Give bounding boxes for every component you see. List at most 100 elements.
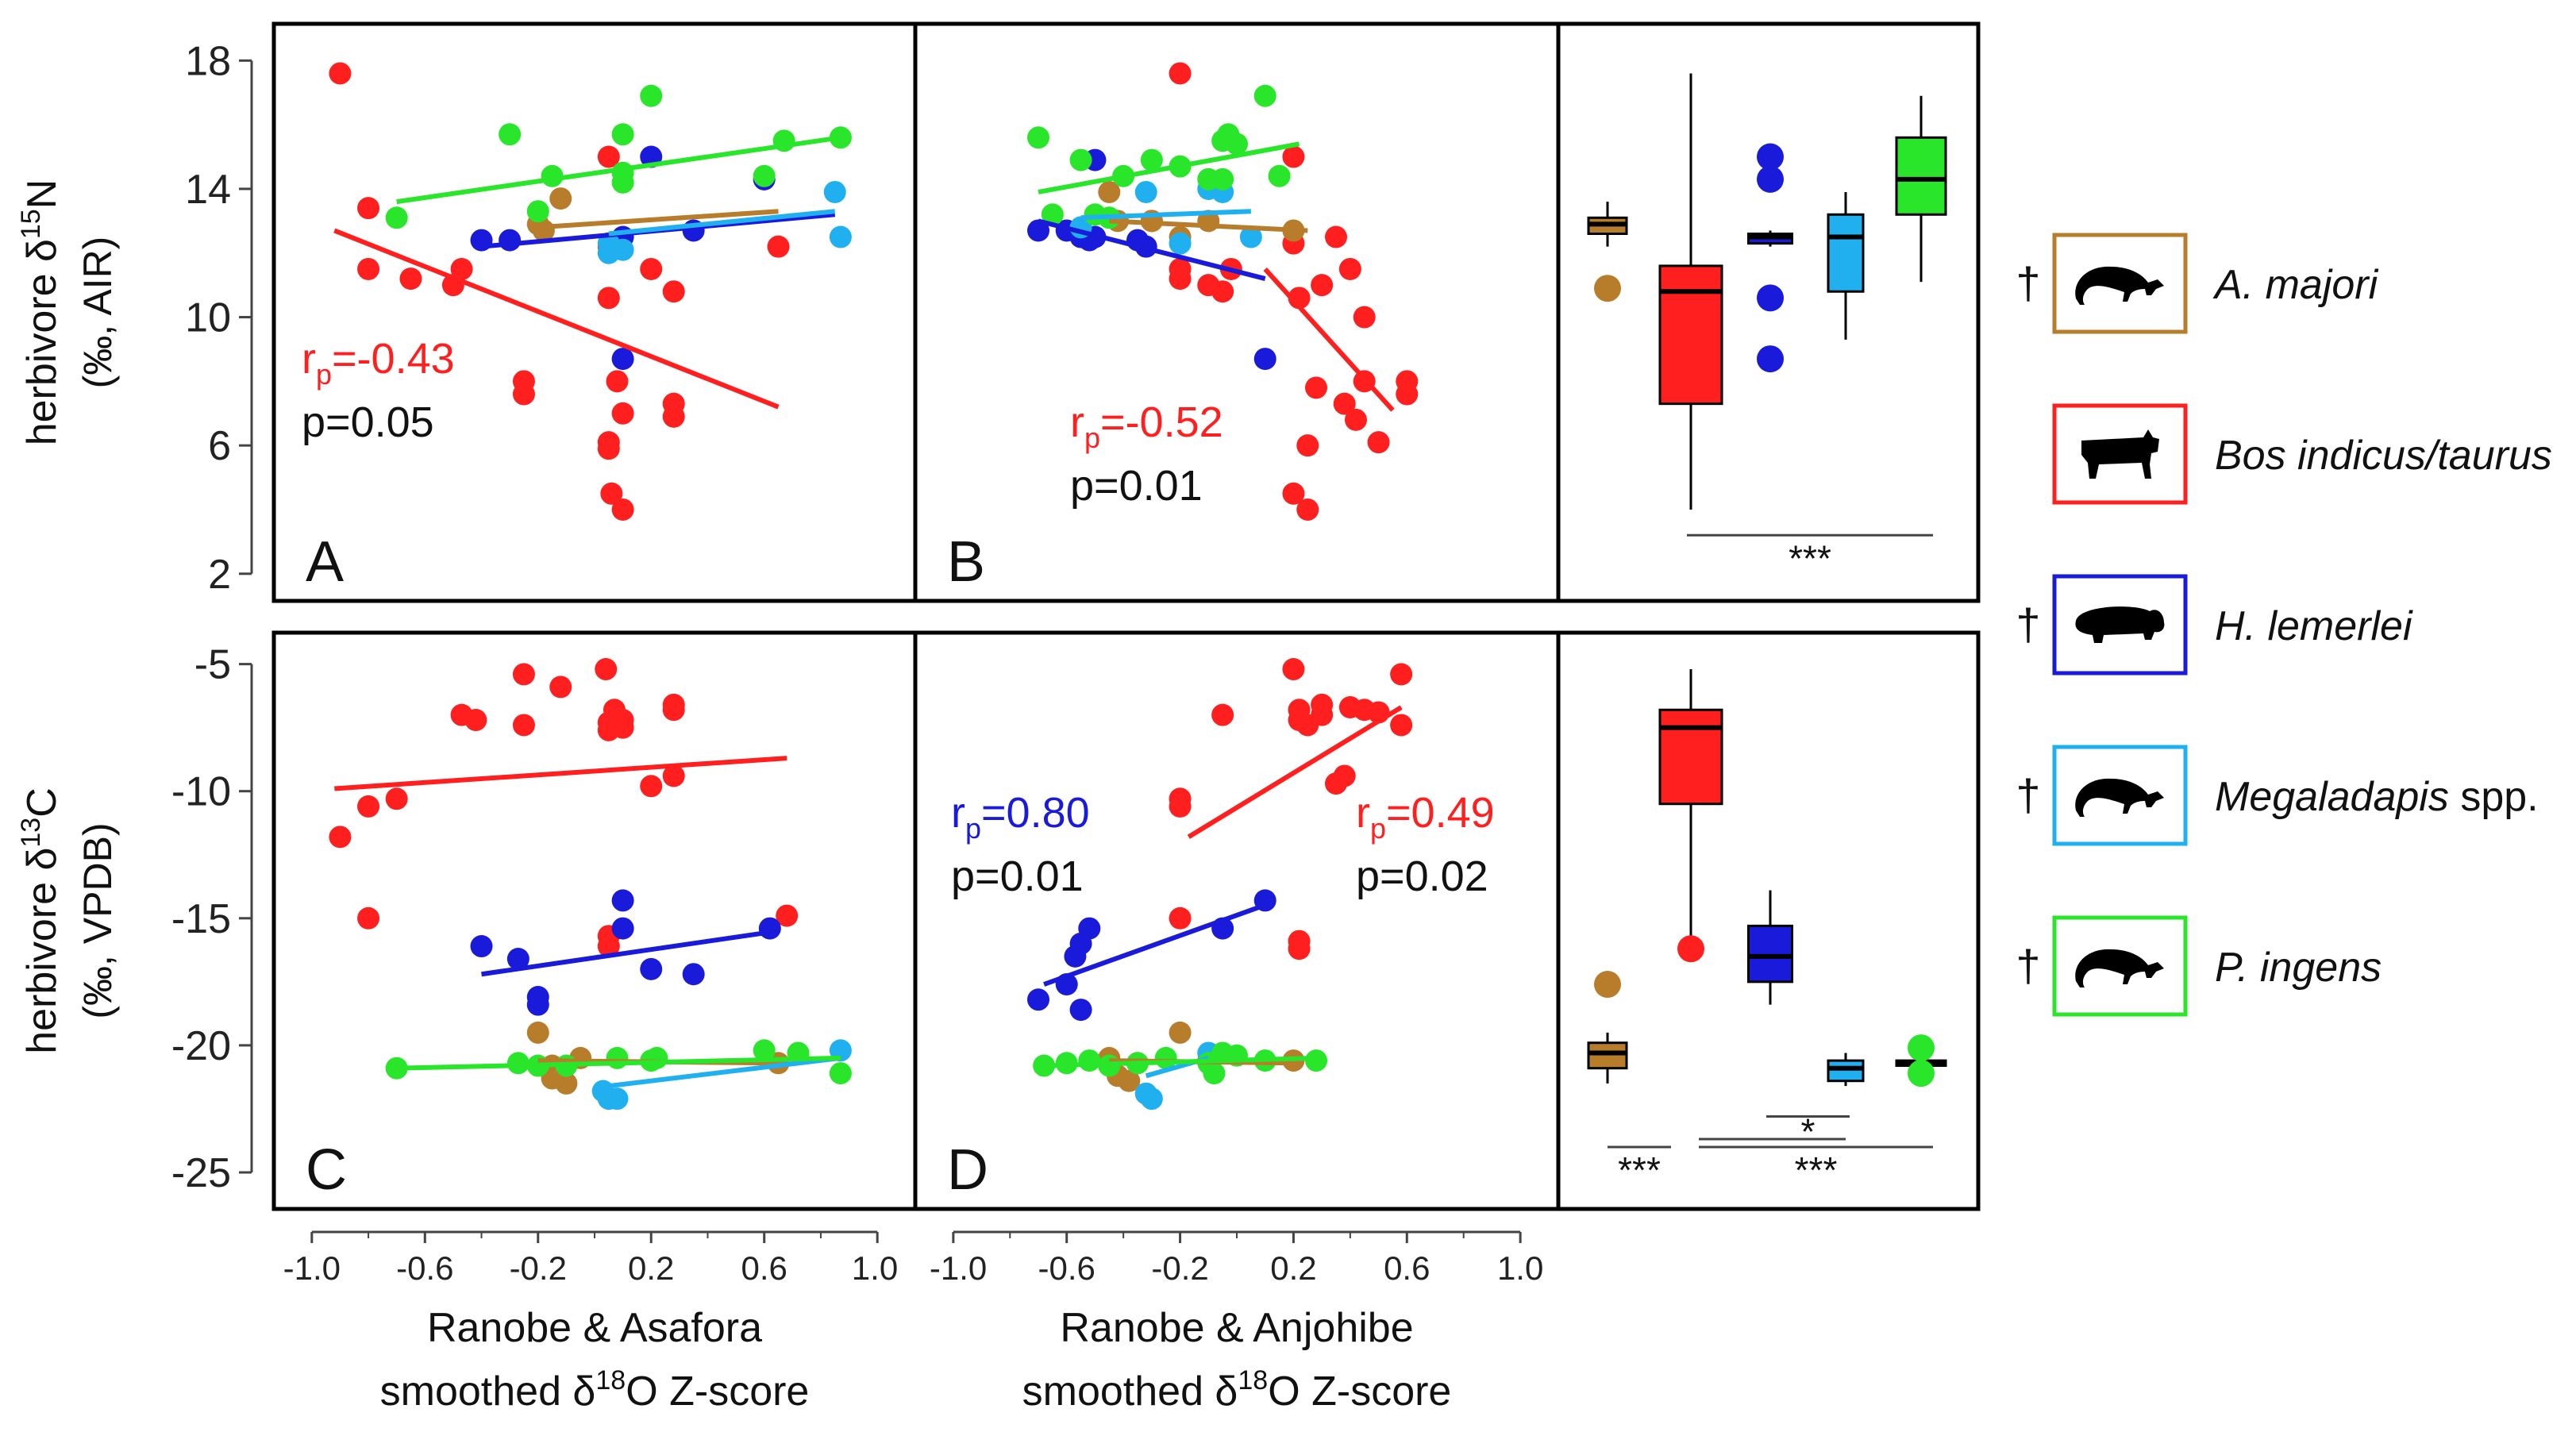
box-iqr (1895, 136, 1947, 216)
legend-item: † Megaladapis spp. (2016, 745, 2539, 846)
data-point (385, 787, 408, 810)
scatter-panel-A: Arp=-0.43 p=0.05 (302, 62, 852, 594)
correlation-label: rp=0.80 (951, 789, 1090, 845)
series-h--lemerlei (470, 889, 781, 1016)
box-outlier (1757, 284, 1784, 312)
data-point (1305, 376, 1327, 399)
data-point (640, 775, 663, 798)
data-point (1367, 431, 1390, 454)
legend-label: Megaladapis spp. (2215, 774, 2539, 820)
text-span: O Z-score (1268, 1368, 1451, 1415)
data-point (470, 935, 493, 958)
data-point (1390, 714, 1413, 737)
panel-letter: B (947, 530, 985, 594)
data-point (1390, 663, 1413, 686)
y-tick-label: -10 (171, 769, 231, 815)
data-point (1253, 84, 1276, 107)
regression-line (1080, 209, 1251, 221)
p-value-label: p=0.05 (302, 398, 434, 446)
box-iqr (1658, 264, 1723, 406)
text-span: A. majori (2212, 262, 2379, 308)
data-point (597, 287, 620, 310)
data-point (1288, 937, 1311, 960)
data-point (829, 1062, 852, 1085)
regression-line (333, 228, 780, 410)
data-point (385, 206, 408, 229)
y-tick-label: 14 (185, 167, 231, 213)
significance-label: * (1801, 1111, 1816, 1153)
data-point (512, 714, 535, 737)
text-span: Bos indicus/taurus (2215, 433, 2552, 479)
text-span: 15 (16, 209, 46, 239)
text-span: 18 (1238, 1365, 1268, 1395)
text-span: P. ingens (2215, 945, 2382, 991)
data-point (1169, 232, 1192, 255)
data-point (1226, 133, 1248, 156)
data-point (1211, 703, 1234, 726)
data-point (640, 84, 663, 107)
data-point (597, 145, 620, 168)
x-tick-label: -1.0 (930, 1249, 987, 1287)
data-point (1396, 370, 1419, 393)
box-a--majori (1587, 202, 1628, 302)
data-point (526, 1021, 549, 1044)
box-a--majori (1587, 971, 1628, 1084)
data-point (776, 904, 799, 927)
data-point (464, 709, 487, 732)
data-point (753, 1039, 776, 1062)
regression-line (608, 209, 836, 237)
data-point (399, 268, 422, 291)
legend-item: Bos indicus/taurus (2052, 403, 2552, 505)
extinct-dagger: † (2016, 258, 2040, 308)
data-point (1027, 988, 1049, 1011)
data-point (1282, 482, 1305, 505)
data-point (357, 197, 380, 220)
regression-line (1038, 218, 1266, 281)
data-point (829, 225, 852, 248)
text-span: p (1370, 812, 1386, 845)
x-axis-title-line2: smoothed δ18O Z-score (1022, 1365, 1452, 1415)
panel-frame-D (913, 630, 1561, 1211)
box-iqr (1827, 1059, 1865, 1083)
data-point (1140, 1087, 1163, 1111)
series-megaladapis-spp- (597, 180, 852, 264)
significance-label: *** (1618, 1149, 1661, 1191)
correlation-label: rp=-0.52 (1070, 398, 1223, 454)
y-tick-label: -25 (171, 1150, 231, 1196)
text-span: C (19, 787, 65, 818)
x-tick-label: -0.2 (1151, 1249, 1208, 1287)
box-p--ingens (1895, 95, 1947, 283)
box-bos-indicus-taurus (1658, 73, 1723, 510)
data-point (1169, 907, 1192, 930)
data-point (1333, 764, 1356, 787)
text-span: 13 (16, 818, 46, 848)
y-tick-label: -5 (194, 642, 231, 688)
significance-label: *** (1789, 537, 1831, 579)
box-p--ingens (1895, 1034, 1947, 1087)
text-span: Megaladapis (2215, 774, 2449, 820)
data-point (1338, 257, 1361, 280)
data-point (385, 1057, 408, 1080)
text-span: H. lemerlei (2215, 603, 2413, 649)
series-bos-indicus-taurus (329, 62, 790, 521)
box-outlier (1594, 971, 1621, 999)
lemur-silhouette (2075, 949, 2164, 987)
lemur-silhouette (2075, 266, 2164, 305)
data-point (1325, 225, 1347, 248)
hippo-icon (2075, 606, 2165, 643)
data-point (753, 164, 776, 187)
data-point (611, 348, 634, 371)
legend-label: Bos indicus/taurus (2215, 433, 2552, 479)
data-point (682, 963, 705, 986)
data-point (1041, 203, 1064, 226)
series-bos-indicus-taurus (1140, 62, 1419, 521)
data-point (1333, 392, 1356, 415)
boxplot-panel-C-box: **** *** (1587, 669, 1947, 1191)
regression-line (481, 928, 779, 977)
text-span: smoothed δ (1022, 1368, 1238, 1415)
data-point (640, 257, 663, 280)
text-span: r (1356, 789, 1370, 837)
text-span: p (316, 358, 332, 391)
data-point (1169, 795, 1192, 818)
